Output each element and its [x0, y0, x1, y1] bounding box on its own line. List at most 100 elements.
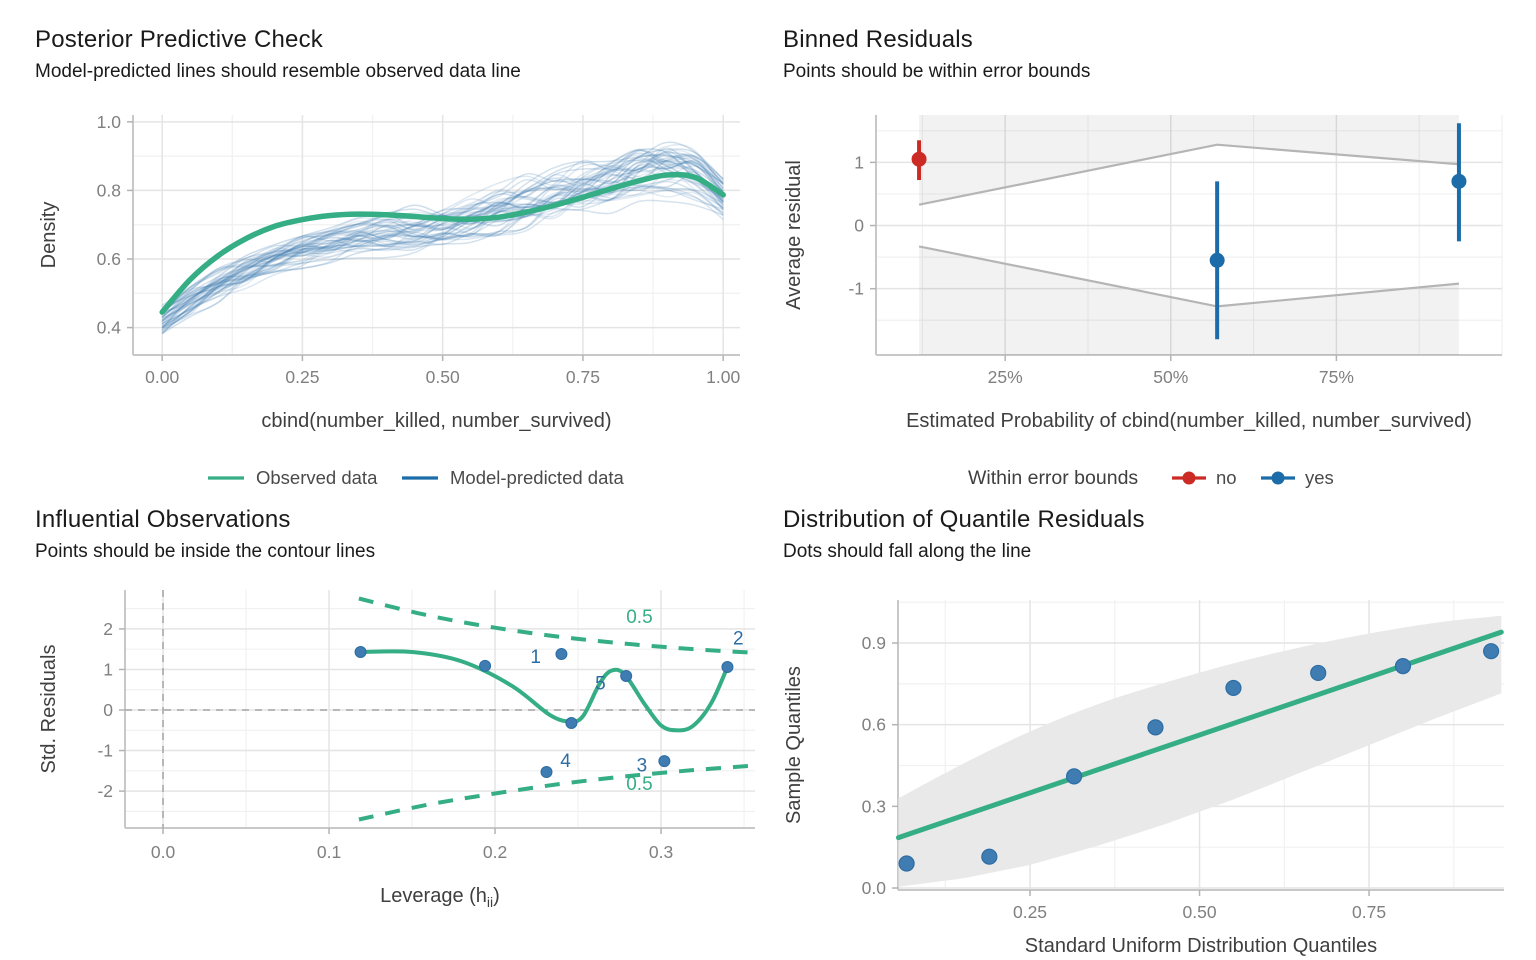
axes: 0.25 0.50 0.75 0.0 0.3 0.6 0.9 Standard Uniform… — [783, 600, 1504, 957]
binned-residual-points — [911, 123, 1467, 340]
observation-point — [721, 661, 734, 674]
panel-grid — [125, 590, 755, 828]
legend: Within error bounds no yes — [968, 467, 1334, 489]
model-predicted-line — [161, 189, 724, 321]
y-tick-label: 0.6 — [862, 715, 886, 735]
model-predicted-line — [161, 153, 724, 313]
quantile-point — [1310, 664, 1327, 682]
residual-point — [1209, 252, 1225, 268]
y-axis-title: Density — [38, 202, 60, 269]
observation-point — [354, 646, 367, 659]
x-axis-title: Estimated Probability of cbind(number_ki… — [906, 410, 1472, 432]
legend-title: Within error bounds — [968, 467, 1138, 489]
residual-leverage-smooth-line — [358, 649, 730, 733]
x-tick-label: 0.3 — [649, 842, 673, 862]
x-tick-label: 25% — [988, 367, 1023, 387]
legend: Observed data Model-predicted data — [208, 467, 625, 488]
model-predicted-line — [161, 147, 724, 319]
legend-key-dot-yes — [1271, 471, 1285, 485]
model-predicted-line — [161, 174, 724, 314]
model-predicted-line — [161, 159, 724, 322]
model-predicted-line — [161, 171, 724, 334]
quantile-point — [1065, 768, 1083, 785]
contour-label-upper: 0.5 — [626, 607, 652, 628]
legend-label-yes: yes — [1305, 467, 1334, 488]
x-tick-label: 0.2 — [483, 842, 507, 862]
observation-label-5: 5 — [595, 674, 606, 695]
observation-point — [540, 766, 553, 779]
panel-title: Distribution of Quantile Residuals — [783, 506, 1145, 533]
quantile-point — [1225, 679, 1242, 697]
y-tick-label: 0.9 — [862, 633, 886, 653]
y-tick-label: 1.0 — [97, 112, 122, 132]
panel-subtitle: Points should be within error bounds — [783, 61, 1091, 82]
panel-subtitle: Dots should fall along the line — [783, 541, 1032, 562]
y-tick-label: 2 — [103, 619, 113, 639]
x-tick-label: 0.0 — [151, 842, 176, 862]
model-predicted-line — [161, 155, 724, 322]
panel-subtitle: Points should be inside the contour line… — [35, 541, 376, 562]
y-tick-label: -1 — [848, 279, 864, 299]
model-predicted-line — [161, 155, 724, 333]
observation-points: 1 2 3 4 5 — [354, 628, 744, 779]
observation-label-2: 2 — [733, 628, 744, 649]
x-tick-label: 50% — [1153, 367, 1188, 387]
quantile-point — [1394, 658, 1412, 675]
quantile-point — [981, 848, 998, 865]
model-predicted-line — [161, 153, 724, 312]
observation-point — [479, 659, 492, 672]
x-tick-label: 0.75 — [566, 367, 600, 387]
out-of-bounds-shading — [919, 115, 1459, 355]
residual-point — [911, 151, 927, 167]
model-predicted-line — [161, 163, 724, 306]
model-predicted-line — [161, 159, 724, 329]
model-predicted-line — [161, 161, 724, 318]
y-tick-label: 0.6 — [97, 249, 121, 269]
model-predicted-line — [161, 174, 724, 308]
panel-quantile-residuals: Distribution of Quantile Residuals Dots … — [768, 480, 1536, 960]
panel-grid — [876, 115, 1503, 355]
y-tick-label: 0.0 — [862, 878, 887, 898]
panel-subtitle: Model-predicted lines should resemble ob… — [35, 61, 521, 82]
x-tick-label: 0.25 — [1013, 902, 1047, 922]
y-axis-title: Std. Residuals — [38, 645, 60, 774]
legend-key-dot-no — [1182, 471, 1196, 485]
contour-label-lower: 0.5 — [626, 774, 652, 795]
quantile-point — [1147, 719, 1164, 736]
observed-data-line — [159, 171, 726, 315]
model-predicted-line — [161, 154, 724, 329]
model-predicted-line — [161, 188, 724, 319]
x-axis-title: Standard Uniform Distribution Quantiles — [1025, 935, 1377, 957]
model-predicted-line — [161, 148, 724, 323]
quantile-point — [898, 855, 915, 872]
axes: 0.00 0.25 0.50 0.75 1.00 0.4 0.6 0.8 1.0 cbind(nu… — [38, 112, 740, 432]
model-predicted-line — [161, 165, 724, 328]
panel-grid — [133, 115, 740, 355]
ppc-chart: 0.00 0.25 0.50 0.75 1.00 0.4 0.6 0.8 1.0 cbind(nu… — [38, 112, 740, 488]
quantile-point — [1483, 643, 1500, 660]
influential-observations-chart: 0.0 0.1 0.2 0.3 -2 -1 0 1 2 Leverage (hii) Std. Re… — [38, 590, 755, 910]
panel-heading: Influential Observations Points should b… — [0, 480, 768, 563]
cook-contour-upper — [358, 596, 755, 655]
panel-influential-observations: Influential Observations Points should b… — [0, 480, 768, 960]
lower-shade-region — [919, 246, 1459, 355]
y-tick-label: -2 — [97, 781, 113, 801]
binned-residuals-chart: 25% 50% 75% -1 0 1 Estimated Probability of cb… — [783, 115, 1503, 489]
panel-heading: Posterior Predictive Check Model-predict… — [0, 0, 768, 83]
axes: 0.0 0.1 0.2 0.3 -2 -1 0 1 2 Leverage (hii) Std. Re… — [38, 590, 755, 910]
panel-title: Binned Residuals — [783, 26, 973, 53]
model-predicted-line — [161, 141, 724, 335]
x-tick-label: 0.1 — [317, 842, 341, 862]
observation-point — [620, 669, 633, 682]
y-tick-label: -1 — [97, 741, 113, 761]
model-predicted-line — [161, 160, 724, 315]
model-predicted-line — [161, 153, 724, 325]
error-bound-upper-line — [918, 143, 1459, 206]
legend-label-observed: Observed data — [256, 467, 378, 488]
x-tick-label: 0.75 — [1352, 902, 1386, 922]
upper-shade-region — [919, 115, 1459, 205]
panel-title: Posterior Predictive Check — [35, 26, 323, 53]
x-tick-label: 0.00 — [145, 367, 179, 387]
y-tick-label: 0 — [103, 700, 113, 720]
